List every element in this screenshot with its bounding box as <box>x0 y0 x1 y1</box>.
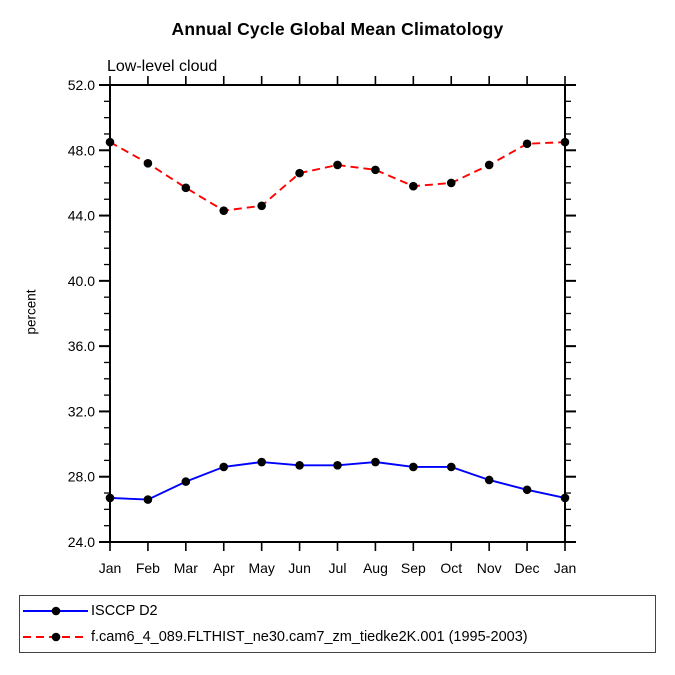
data-point-marker <box>409 462 418 472</box>
data-point-marker <box>295 168 304 178</box>
data-point-marker <box>143 159 153 168</box>
x-tick-label: Nov <box>477 560 502 576</box>
legend-label-model: f.cam6_4_089.FLTHIST_ne30.cam7_zm_tiedke… <box>91 629 528 646</box>
x-tick-label: Jan <box>99 560 122 576</box>
data-point-marker <box>219 206 229 215</box>
data-point-marker <box>484 475 494 485</box>
y-tick-label: 44.0 <box>68 208 95 224</box>
legend-item-isccp: ISCCP D2 <box>22 599 655 623</box>
data-point-marker <box>257 201 266 211</box>
data-point-marker <box>560 493 570 503</box>
data-point-marker <box>446 462 456 472</box>
y-tick-label: 36.0 <box>68 338 95 354</box>
legend-label-isccp: ISCCP D2 <box>91 602 158 619</box>
x-tick-label: Oct <box>440 560 462 576</box>
y-tick-label: 24.0 <box>68 534 95 550</box>
data-point-marker <box>257 457 266 467</box>
x-tick-label: Jun <box>288 560 311 576</box>
x-tick-label: Jan <box>554 560 577 576</box>
data-point-marker <box>105 137 115 147</box>
x-tick-label: Jul <box>329 560 347 576</box>
chart-subtitle: Low-level cloud <box>107 58 218 75</box>
series-line-dashed <box>109 141 566 212</box>
data-point-marker <box>371 457 380 467</box>
data-point-marker <box>295 460 304 470</box>
data-point-marker <box>484 160 494 170</box>
data-point-marker <box>181 183 191 193</box>
legend-item-model: f.cam6_4_089.FLTHIST_ne30.cam7_zm_tiedke… <box>22 625 655 649</box>
x-tick-label: Dec <box>515 560 540 576</box>
data-point-marker <box>219 462 229 472</box>
x-tick-label: Mar <box>174 560 198 576</box>
x-tick-label: Aug <box>363 560 388 576</box>
data-point-marker <box>522 139 532 149</box>
legend-dashed-line-icon <box>23 633 88 642</box>
data-point-marker <box>143 495 153 504</box>
data-point-marker <box>522 485 532 495</box>
data-point-marker <box>181 477 191 486</box>
y-tick-label: 28.0 <box>68 469 95 485</box>
x-tick-label: Apr <box>213 560 235 576</box>
plot-area: 24.0 28.0 32.0 36.0 40.0 44.0 48.0 52.0 Jan Feb Ma… <box>68 76 577 576</box>
x-tick-label: Sep <box>401 560 426 576</box>
legend-box: ISCCP D2 f.cam6_4_089.FLTHIST_ne30.cam7_… <box>19 595 656 653</box>
data-point-marker <box>371 165 380 175</box>
y-tick-label: 40.0 <box>68 273 95 289</box>
axis-frame <box>109 84 566 543</box>
y-tick-label: 48.0 <box>68 142 95 158</box>
data-point-marker <box>333 460 342 470</box>
data-point-marker <box>105 493 115 503</box>
x-tick-label: May <box>248 560 274 576</box>
x-tick-label: Feb <box>136 560 160 576</box>
chart-title: Annual Cycle Global Mean Climatology <box>171 19 504 39</box>
y-tick-label: 52.0 <box>68 77 95 93</box>
data-point-marker <box>409 181 418 191</box>
data-point-marker <box>560 137 570 147</box>
data-point-marker <box>333 160 342 170</box>
data-point-marker <box>446 178 456 188</box>
legend-solid-line-icon <box>23 606 88 615</box>
y-tick-label: 32.0 <box>68 403 95 419</box>
